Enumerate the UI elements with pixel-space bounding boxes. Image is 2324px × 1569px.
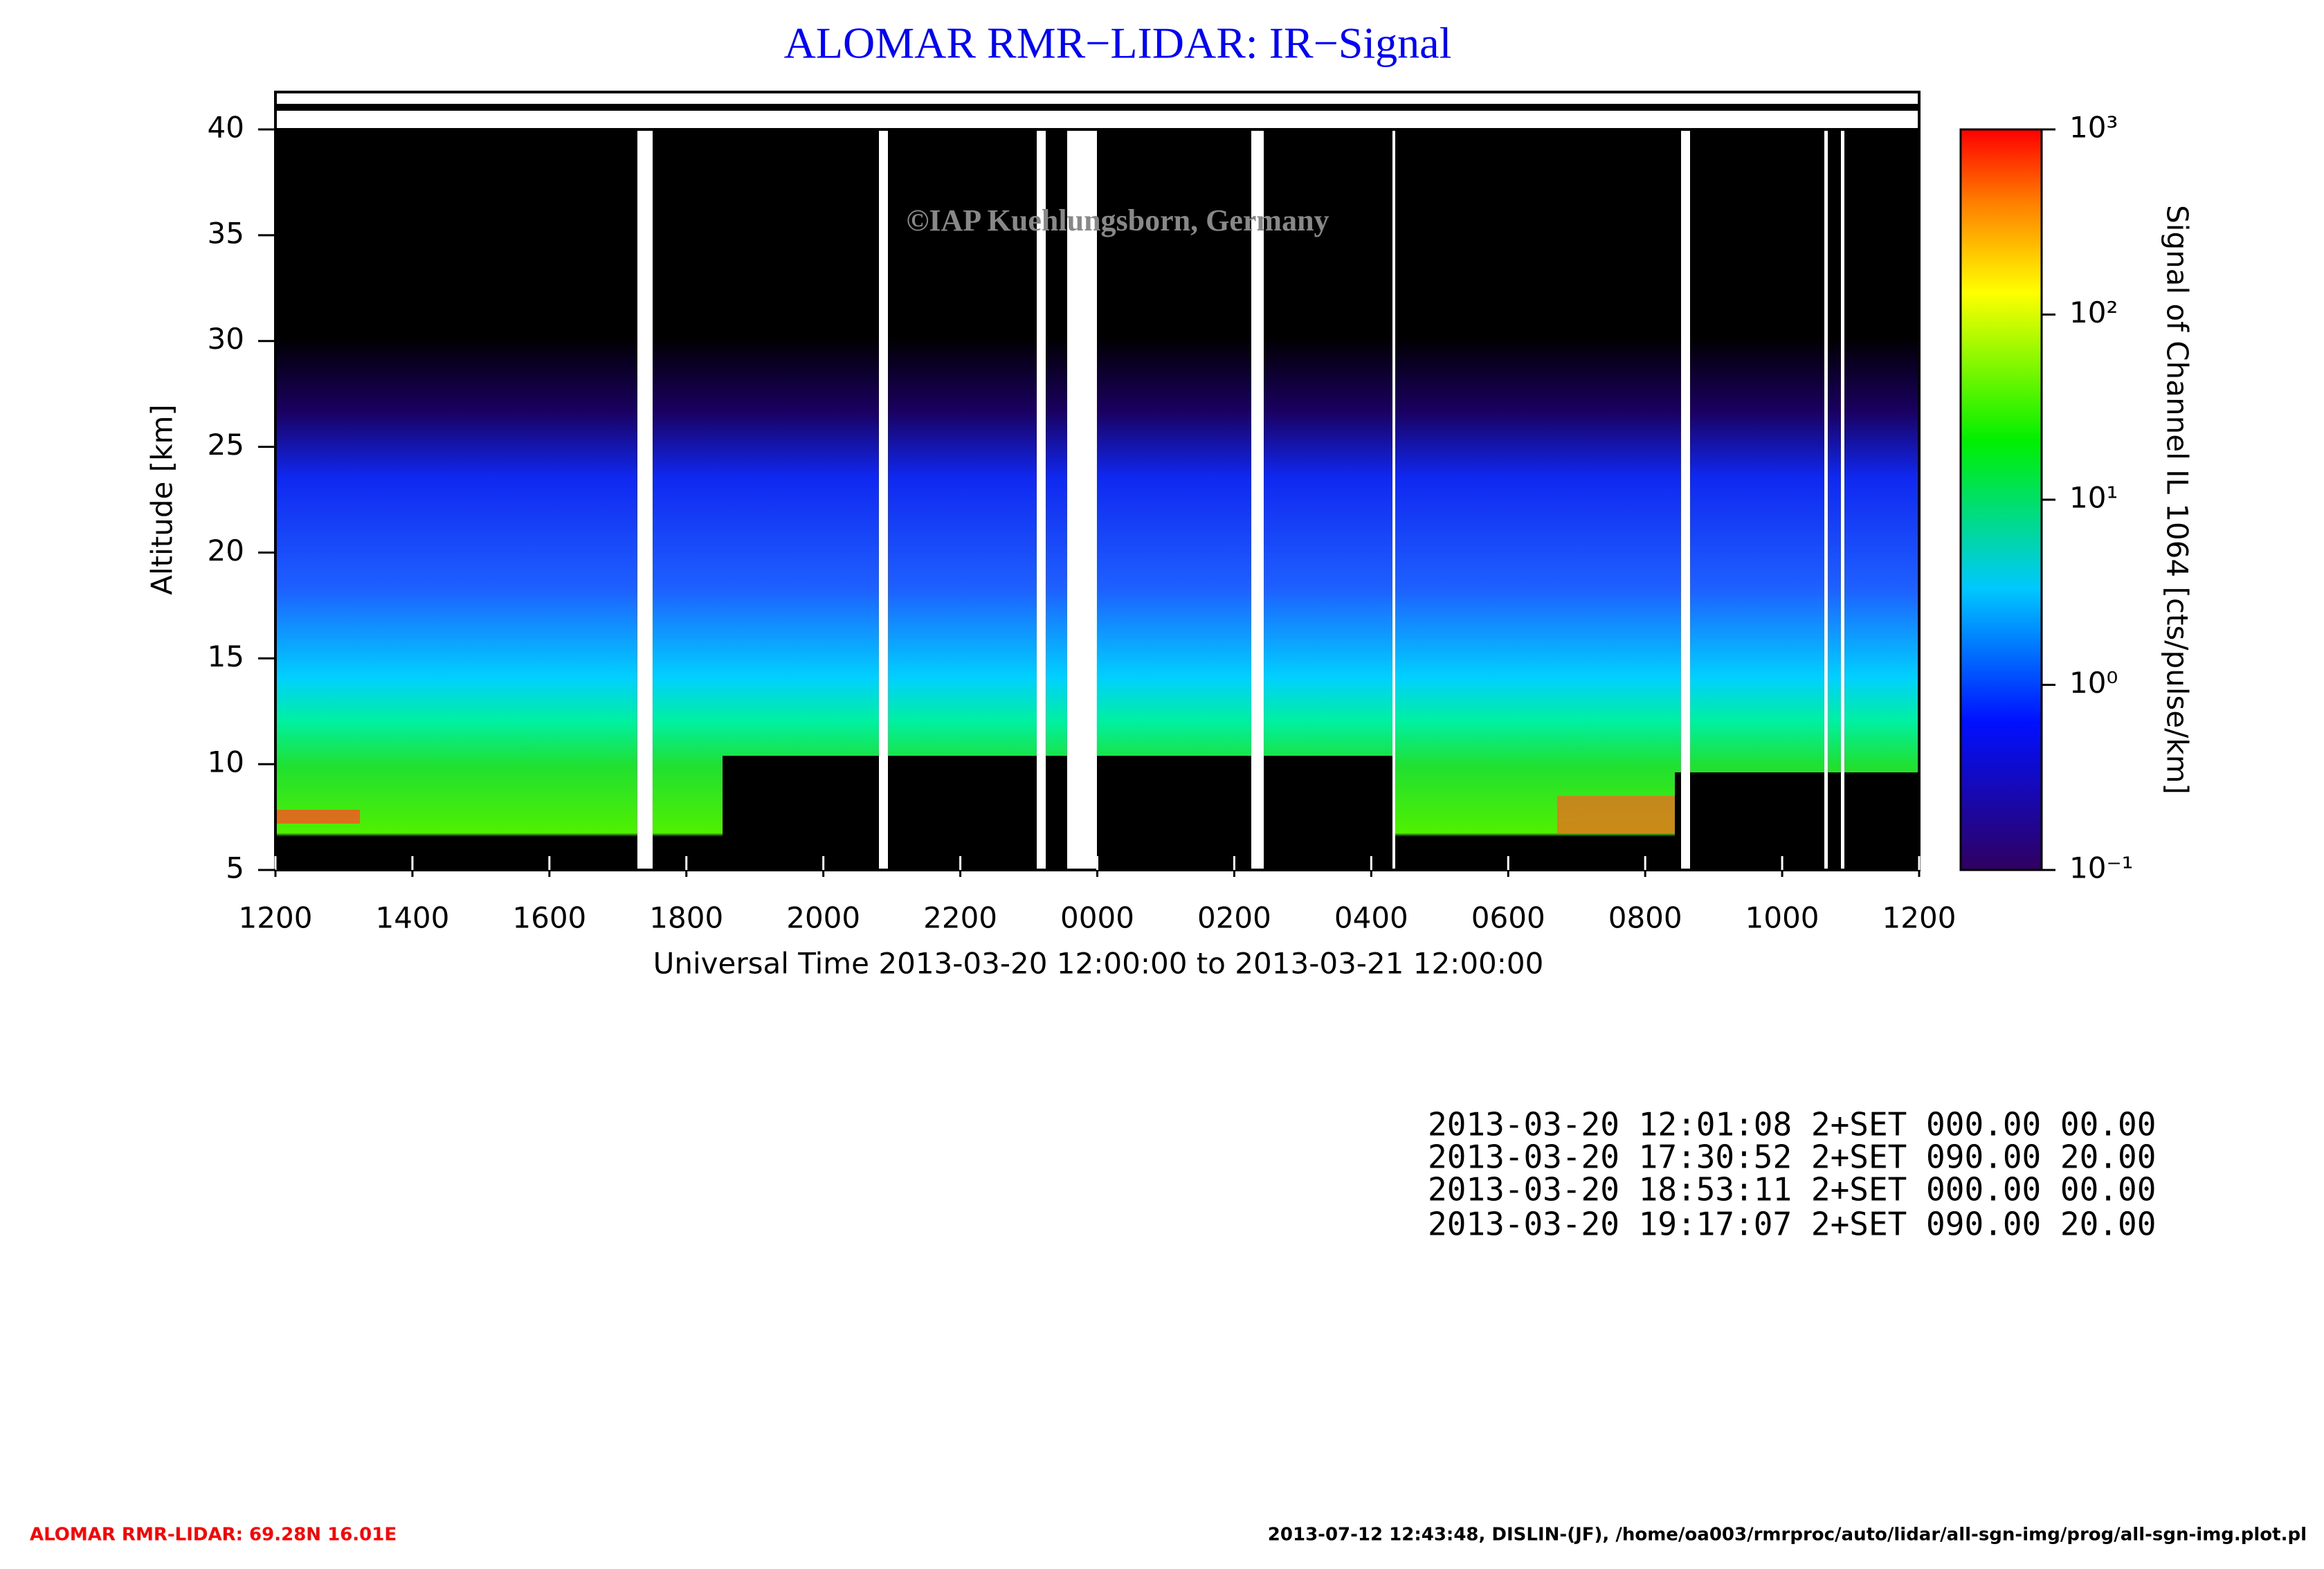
colorbar bbox=[1959, 128, 2043, 871]
data-gap bbox=[1681, 129, 1690, 870]
colorbar-tick-label: 10¹ bbox=[2069, 481, 2118, 515]
colorbar-tick-label: 10⁻¹ bbox=[2069, 851, 2133, 885]
log-line: 2013-03-20 19:17:07 2+SET 090.00 20.00 bbox=[1428, 1206, 2156, 1243]
low-cutoff bbox=[723, 756, 1393, 870]
data-gap bbox=[1067, 129, 1097, 870]
data-gap bbox=[1037, 129, 1046, 870]
x-tick-label: 1000 bbox=[1745, 901, 1819, 935]
data-gap bbox=[637, 129, 653, 870]
settings-log: 2013-03-20 12:01:08 2+SET 000.00 00.00 2… bbox=[1428, 1106, 2156, 1243]
data-gap bbox=[1392, 129, 1395, 870]
footer-left: ALOMAR RMR-LIDAR: 69.28N 16.01E bbox=[30, 1525, 397, 1545]
x-tick-label: 0800 bbox=[1608, 901, 1682, 935]
x-axis-label: Universal Time 2013-03-20 12:00:00 to 20… bbox=[653, 947, 1544, 981]
colorbar-tick-label: 10² bbox=[2069, 296, 2118, 329]
x-tick-label: 1800 bbox=[649, 901, 723, 935]
colorbar-label: Signal of Channel IL 1064 [cts/pulse/km] bbox=[2161, 205, 2195, 795]
y-tick-label: 20 bbox=[208, 534, 244, 568]
footer-right: 2013-07-12 12:43:48, DISLIN-(JF), /home/… bbox=[1268, 1525, 2307, 1545]
x-tick-label: 0400 bbox=[1334, 901, 1408, 935]
data-gap bbox=[879, 129, 888, 870]
signal-image bbox=[275, 129, 1919, 870]
y-tick-label: 25 bbox=[208, 428, 244, 462]
data-gap bbox=[1841, 129, 1844, 870]
chart-title: ALOMAR RMR−LIDAR: IR−Signal bbox=[784, 19, 1452, 68]
y-tick-label: 10 bbox=[208, 745, 244, 779]
x-tick-label: 0000 bbox=[1060, 901, 1134, 935]
x-tick-label: 2200 bbox=[923, 901, 997, 935]
x-tick-label: 0200 bbox=[1197, 901, 1271, 935]
colorbar-tick-label: 10⁰ bbox=[2069, 666, 2118, 700]
data-gap bbox=[1251, 129, 1264, 870]
y-tick-label: 5 bbox=[226, 851, 244, 885]
x-tick-label: 1400 bbox=[375, 901, 449, 935]
x-tick-label: 1200 bbox=[1882, 901, 1957, 935]
x-tick-label: 1200 bbox=[239, 901, 313, 935]
y-tick-label: 30 bbox=[208, 322, 244, 356]
data-gap bbox=[1824, 129, 1828, 870]
x-tick-label: 2000 bbox=[786, 901, 860, 935]
y-tick-label: 35 bbox=[208, 216, 244, 250]
y-tick-label: 40 bbox=[208, 111, 244, 145]
watermark: ©IAP Kuehlungsborn, Germany bbox=[906, 203, 1329, 237]
y-axis-label: Altitude [km] bbox=[145, 404, 179, 595]
colorbar-tick-label: 10³ bbox=[2069, 111, 2118, 145]
y-tick-label: 15 bbox=[208, 640, 244, 673]
x-tick-label: 0600 bbox=[1471, 901, 1545, 935]
log-line: 2013-03-20 18:53:11 2+SET 000.00 00.00 bbox=[1428, 1171, 2156, 1208]
low-cutoff bbox=[1675, 772, 1919, 870]
x-tick-label: 1600 bbox=[512, 901, 586, 935]
log-line: 2013-03-20 12:01:08 2+SET 000.00 00.00 bbox=[1428, 1106, 2156, 1143]
heatmap bbox=[275, 129, 1919, 870]
log-line: 2013-03-20 17:30:52 2+SET 090.00 20.00 bbox=[1428, 1139, 2156, 1176]
cloud bbox=[1557, 796, 1675, 834]
cloud bbox=[277, 810, 360, 824]
